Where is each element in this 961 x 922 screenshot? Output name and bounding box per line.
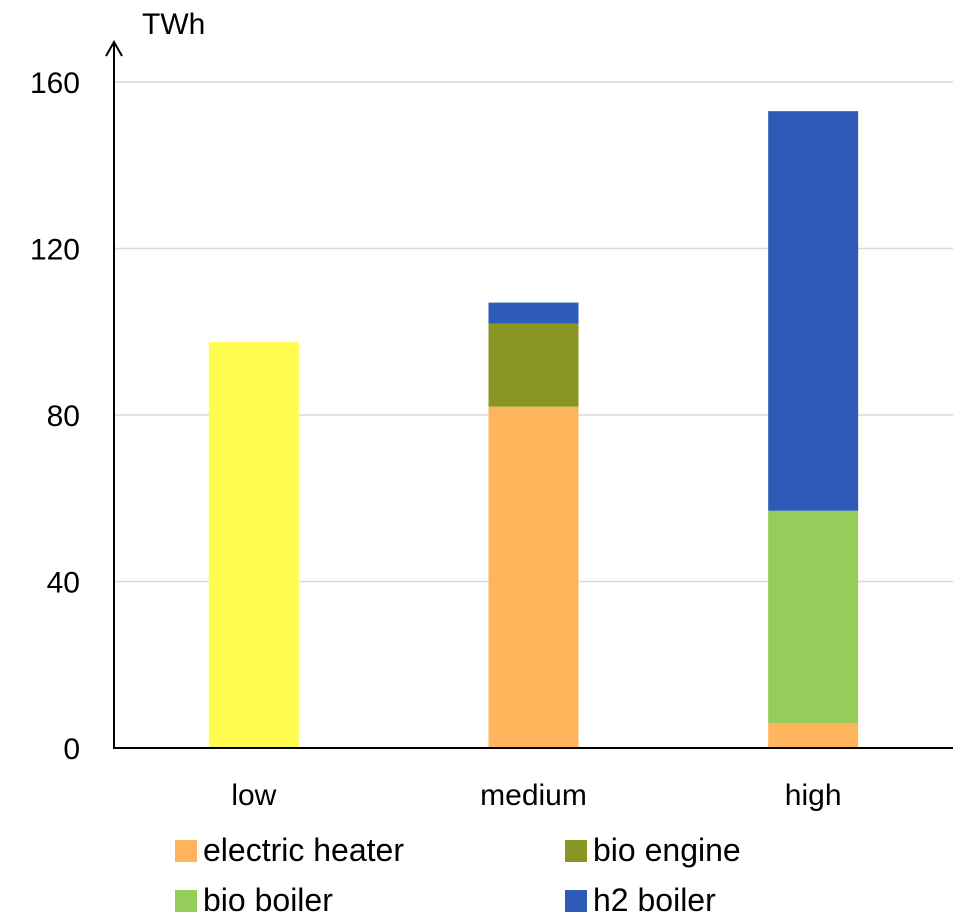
- legend-item: bio engine: [565, 832, 741, 869]
- y-tick-label: 120: [30, 234, 80, 267]
- bar-segment: [208, 342, 299, 748]
- bar-segment: [488, 302, 579, 324]
- bar-segment: [768, 510, 859, 724]
- bar-segment: [768, 111, 859, 511]
- y-tick-label: 160: [30, 67, 80, 100]
- legend-swatch: [175, 839, 197, 862]
- y-tick-label: 0: [63, 733, 80, 766]
- y-tick-label: 80: [47, 400, 80, 433]
- legend-item: bio boiler: [175, 882, 333, 919]
- y-axis-unit-label: TWh: [142, 8, 205, 41]
- y-axis-arrow: [105, 39, 123, 57]
- bar-segment: [768, 723, 859, 748]
- legend-label: bio engine: [593, 832, 741, 868]
- legend-swatch: [565, 839, 587, 862]
- stacked-bar-chart: TWh 0 40 80 120 160 low medium high: [30, 8, 953, 812]
- y-tick-label: 40: [47, 567, 80, 600]
- axes: [105, 39, 953, 749]
- legend: electric heater bio engine bio boiler h2 bo…: [0, 826, 961, 922]
- bar-segment: [488, 323, 579, 407]
- legend-swatch: [565, 889, 587, 912]
- x-tick-label: medium: [480, 779, 587, 812]
- legend-swatch: [175, 889, 197, 912]
- legend-item: h2 boiler: [565, 882, 716, 919]
- legend-label: h2 boiler: [593, 882, 716, 918]
- x-tick-labels: low medium high: [231, 779, 841, 812]
- y-tick-labels: 0 40 80 120 160: [30, 67, 80, 766]
- x-tick-label: low: [231, 779, 276, 812]
- legend-label: electric heater: [203, 832, 404, 868]
- bars: [208, 111, 859, 748]
- legend-label: bio boiler: [203, 882, 333, 918]
- x-tick-label: high: [785, 779, 842, 812]
- bar-segment: [488, 406, 579, 748]
- legend-item: electric heater: [175, 832, 404, 869]
